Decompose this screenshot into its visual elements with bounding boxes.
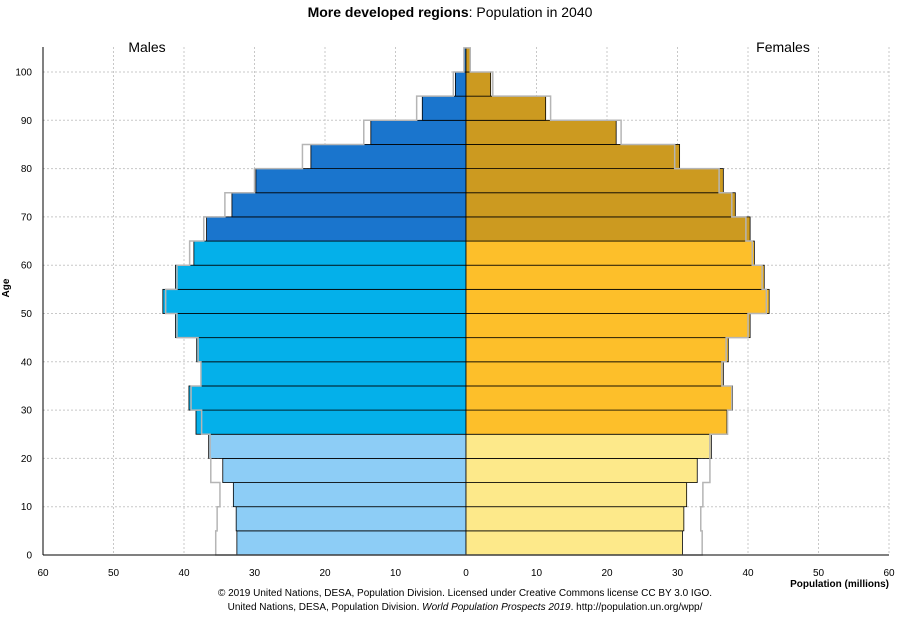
credit-line-2-start: United Nations, DESA, Population Divisio… [228,602,423,613]
credit-line-2-end: . http://population.un.org/wpp/ [571,602,703,613]
credit-line-1: © 2019 United Nations, DESA, Population … [218,588,712,599]
bars [162,47,770,556]
bar-female-15-19 [465,457,698,483]
x-tick-label: 60 [883,568,895,579]
y-tick-label: 20 [21,454,33,465]
bar-male-95-99 [455,71,467,97]
bar-female-20-24 [465,433,712,459]
y-tick-label: 100 [15,68,32,79]
bar-female-0-4 [465,530,683,556]
bar-female-60-64 [465,240,755,266]
bar-male-50-54 [162,288,467,314]
bar-male-15-19 [222,457,467,483]
bar-female-10-14 [465,482,688,508]
y-tick-label: 70 [21,212,33,223]
y-tick-label: 40 [21,357,33,368]
x-tick-label: 20 [601,568,613,579]
x-tick-label: 10 [531,568,543,579]
bar-male-10-14 [232,482,467,508]
bar-female-70-74 [465,192,736,218]
bar-female-5-9 [465,506,685,532]
bar-female-25-29 [465,409,728,435]
y-tick-label: 90 [21,116,33,127]
bar-male-20-24 [208,433,467,459]
x-tick-label: 60 [37,568,49,579]
x-tick-label: 10 [390,568,402,579]
bar-male-45-49 [175,313,467,339]
y-axis-title: Age [1,278,12,297]
credit-line-2-italic: World Population Prospects 2019 [422,602,571,613]
bar-male-0-4 [236,530,467,556]
bar-male-40-44 [196,337,467,363]
bar-female-50-54 [465,288,770,314]
y-tick-label: 10 [21,502,33,513]
bar-female-80-84 [465,144,681,169]
chart-title: More developed regions: Population in 20… [308,4,593,20]
bar-female-85-89 [465,119,617,145]
bar-male-35-39 [200,361,467,387]
bar-male-75-79 [255,168,467,194]
y-tick-label: 60 [21,261,33,272]
x-tick-label: 40 [178,568,190,579]
bar-female-90-94 [465,95,547,121]
bar-male-80-84 [310,144,467,169]
y-tick-label: 0 [26,551,32,562]
x-tick-label: 20 [319,568,331,579]
x-tick-label: 50 [813,568,825,579]
bar-male-65-69 [206,216,467,242]
bar-male-30-34 [188,385,467,411]
y-tick-label: 50 [21,309,33,320]
chart-title-bold: More developed regions [308,4,469,20]
females-label: Females [756,39,810,55]
x-tick-labels: 60 50 40 30 20 10 0 10 20 30 40 50 60 [37,568,895,579]
bar-male-25-29 [195,409,467,435]
chart-title-rest: : Population in 2040 [469,4,593,20]
bar-female-95-99 [465,71,492,97]
x-tick-label: 0 [463,568,469,579]
y-tick-label: 30 [21,406,33,417]
credit-line-2: United Nations, DESA, Population Divisio… [228,602,703,613]
y-tick-label: 80 [21,164,33,175]
x-axis-title: Population (millions) [790,579,889,590]
x-tick-label: 40 [742,568,754,579]
y-tick-labels: 0 10 20 30 40 50 60 70 80 90 100 [15,68,32,562]
x-tick-label: 30 [249,568,261,579]
bar-male-90-94 [421,95,467,121]
bar-male-55-59 [175,264,467,290]
x-tick-label: 50 [108,568,120,579]
bar-female-35-39 [465,361,724,387]
comparison-outline-males [164,47,466,556]
bar-female-75-79 [465,168,724,194]
bar-male-60-64 [193,240,467,266]
bar-male-85-89 [370,119,467,145]
x-tick-label: 30 [672,568,684,579]
bar-female-30-34 [465,385,733,411]
bar-female-45-49 [465,313,751,339]
bar-male-70-74 [231,192,467,218]
comparison-outline-females [466,47,768,556]
males-label: Males [128,39,165,55]
bar-male-5-9 [235,506,467,532]
comparison-outlines [164,47,768,556]
bar-female-55-59 [465,264,765,290]
bar-female-40-44 [465,337,729,363]
bar-female-65-69 [465,216,751,242]
